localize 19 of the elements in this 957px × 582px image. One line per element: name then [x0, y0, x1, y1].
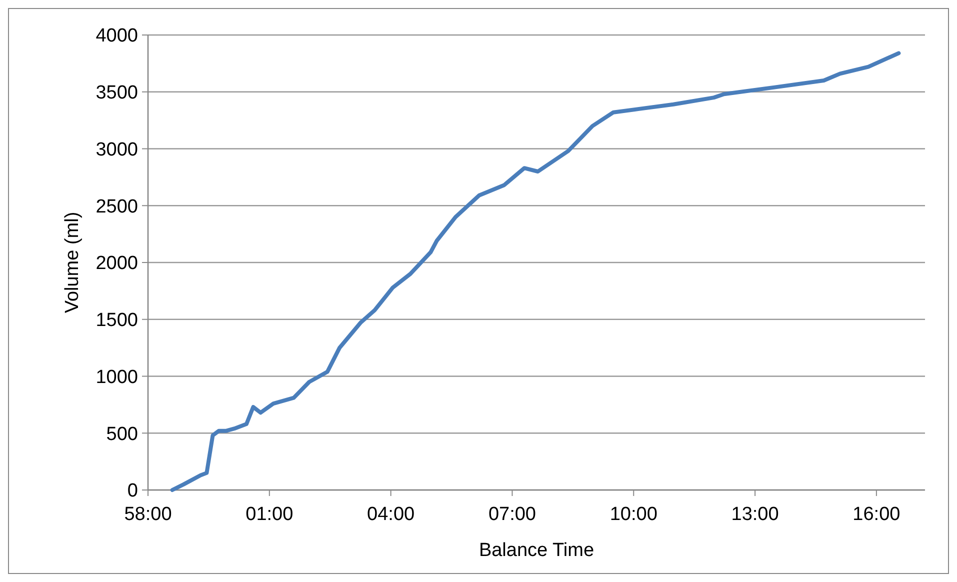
y-tick-label: 500	[106, 424, 138, 445]
y-tick-label: 1000	[96, 366, 138, 388]
y-tick-label: 3000	[96, 139, 138, 160]
y-tick-label: 1500	[96, 310, 138, 332]
y-tick-label: 0	[127, 480, 138, 502]
y-tick-label: 3500	[96, 82, 138, 104]
x-tick-label: 07:00	[488, 504, 536, 525]
x-tick-label: 10:00	[610, 504, 658, 525]
x-tick-label: 16:00	[852, 504, 900, 525]
x-tick-label: 01:00	[246, 504, 294, 525]
y-axis-title: Volume (ml)	[62, 212, 83, 314]
x-tick-label: 13:00	[731, 504, 779, 525]
x-tick-label: 58:00	[124, 504, 172, 525]
line-series	[170, 51, 901, 492]
y-tick-label: 2000	[96, 253, 138, 274]
x-tick-label: 04:00	[367, 504, 415, 525]
y-tick-label: 2500	[96, 196, 138, 218]
y-tick-label: 4000	[96, 26, 138, 47]
x-axis-title: Balance Time	[478, 540, 594, 561]
